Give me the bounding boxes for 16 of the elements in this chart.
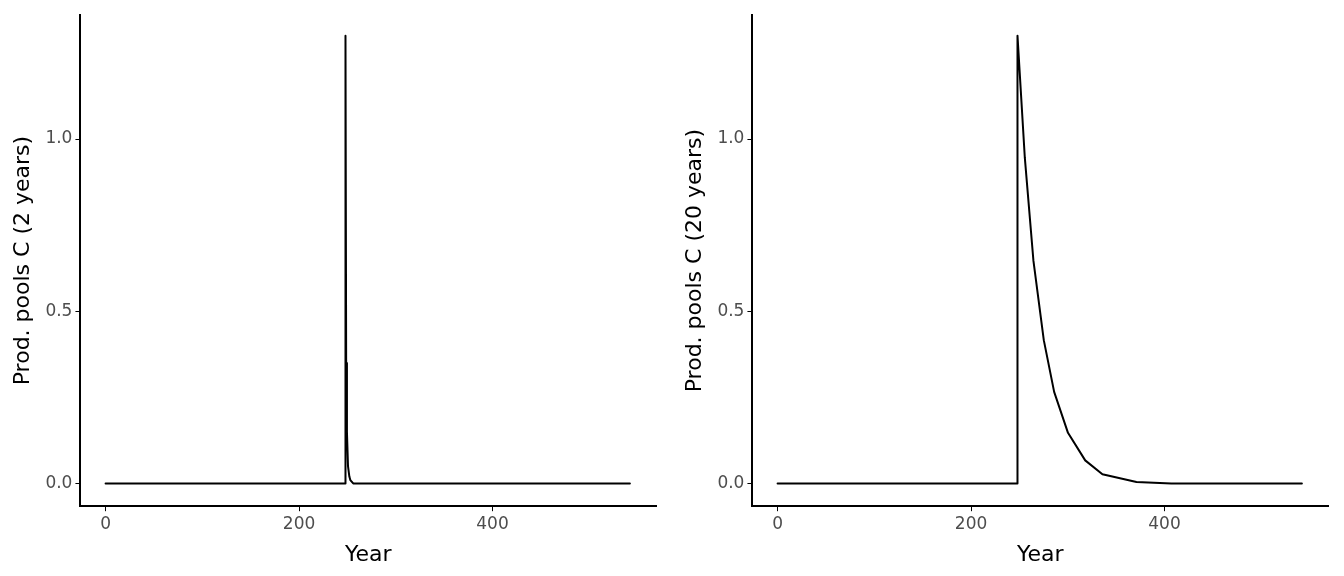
- y-axis-title: Prod. pools C (2 years): [8, 135, 34, 386]
- y-tick-label: 0.5: [45, 299, 73, 320]
- x-tick-label: 200: [954, 512, 988, 533]
- y-tick-label: 0.0: [45, 471, 73, 492]
- y-axis-title: Prod. pools C (20 years): [680, 128, 706, 393]
- x-axis-title: Year: [343, 540, 393, 566]
- x-axis-title: Year: [1015, 540, 1065, 566]
- y-tick-label: 1.0: [45, 127, 73, 148]
- x-tick-label: 400: [1148, 512, 1181, 533]
- y-tick-label: 1.0: [717, 127, 745, 148]
- y-tick-label: 0.5: [717, 299, 745, 320]
- x-tick-label: 400: [476, 512, 509, 533]
- y-tick-label: 0.0: [717, 471, 745, 492]
- x-tick-label: 0: [772, 512, 783, 533]
- x-tick-label: 200: [282, 512, 316, 533]
- x-tick-label: 0: [100, 512, 111, 533]
